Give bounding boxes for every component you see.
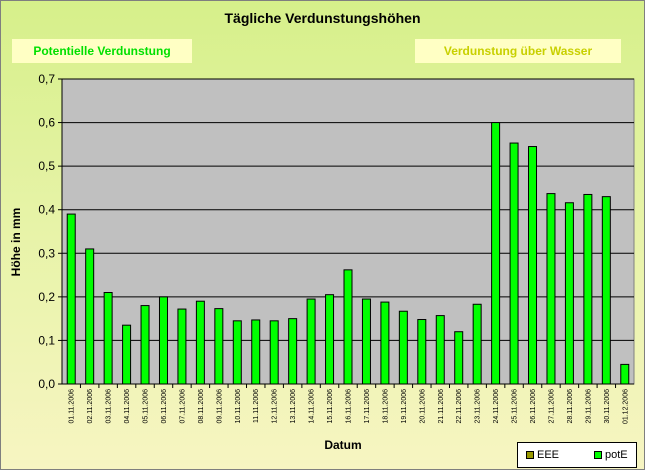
plot-area — [61, 78, 635, 385]
bar-pote — [177, 308, 187, 385]
y-tick-label: 0,2 — [38, 290, 55, 304]
x-tick-label: 24.11.2006 — [493, 389, 500, 424]
x-tick-label: 11.11.2006 — [253, 389, 260, 423]
x-tick-label: 30.11.2006 — [604, 389, 611, 424]
x-tick-label: 16.11.2006 — [346, 389, 353, 424]
y-tick-label: 0,0 — [38, 377, 55, 391]
x-tick-label: 18.11.2006 — [382, 389, 389, 424]
legend-swatch-eee — [526, 451, 534, 459]
bar-pote — [251, 319, 261, 385]
bar-pote — [306, 298, 316, 385]
y-tick-label: 0,1 — [38, 333, 55, 347]
x-tick-label: 09.11.2006 — [216, 389, 223, 424]
bar-pote — [620, 363, 630, 385]
x-tick-label: 27.11.2006 — [548, 389, 555, 424]
bar-pote — [343, 269, 353, 385]
bar-pote — [472, 303, 482, 385]
bar-pote — [435, 315, 445, 385]
y-tick-label: 0,6 — [38, 116, 55, 130]
x-tick-label: 02.11.2006 — [87, 389, 94, 424]
bar-pote — [325, 294, 335, 385]
bar-pote — [509, 142, 519, 385]
x-tick-label: 20.11.2006 — [419, 389, 426, 424]
y-tick-label: 0,5 — [38, 159, 55, 173]
bar-pote — [564, 202, 574, 385]
bar-pote — [66, 213, 76, 385]
legend-swatch-pote — [594, 451, 602, 459]
y-tick-label: 0,3 — [38, 246, 55, 260]
y-ticks-group: 0,0 0,1 0,2 0,3 0,4 0,5 0,6 0,7 — [38, 72, 62, 391]
x-tick-label: 25.11.2006 — [512, 389, 519, 424]
x-tick-label: 04.11.2006 — [124, 389, 131, 424]
annotation-water-evaporation: Verdunstung über Wasser — [415, 39, 621, 63]
x-tick-label: 14.11.2006 — [309, 389, 316, 424]
legend-label-eee: EEE — [537, 449, 560, 461]
x-tick-label: 19.11.2006 — [401, 389, 408, 424]
y-axis-title: Höhe in mm — [9, 208, 23, 277]
annotation-potential-evaporation: Potentielle Verdunstung — [12, 39, 192, 63]
x-tick-label: 17.11.2006 — [364, 389, 371, 424]
x-tick-label: 12.11.2006 — [272, 389, 279, 424]
x-tick-label: 08.11.2006 — [198, 389, 205, 424]
bar-pote — [601, 196, 611, 385]
x-tick-label: 29.11.2006 — [585, 389, 592, 424]
x-tick-label: 21.11.2006 — [438, 389, 445, 424]
bar-pote — [361, 298, 371, 385]
x-tick-label: 05.11.2006 — [143, 389, 150, 424]
x-tick-label: 23.11.2006 — [475, 389, 482, 424]
bar-pote — [380, 301, 390, 385]
bar-pote — [269, 320, 279, 385]
bar-pote — [85, 248, 95, 385]
x-tick-label: 10.11.2006 — [235, 389, 242, 424]
x-tick-label: 28.11.2006 — [567, 389, 574, 424]
x-ticks-group: 01.11.2006 02.11.2006 03.11.2006 04.11.2006… — [69, 384, 629, 424]
chart-title: Tägliche Verdunstungshöhen — [224, 10, 421, 26]
bar-pote — [398, 310, 408, 385]
x-tick-label: 07.11.2006 — [179, 389, 186, 424]
bar-pote — [491, 122, 501, 385]
legend-label-pote: potE — [605, 449, 628, 461]
x-tick-label: 26.11.2006 — [530, 389, 537, 424]
bars-group — [66, 122, 630, 385]
x-tick-label: 06.11.2006 — [161, 389, 168, 424]
x-axis-title: Datum — [324, 438, 361, 452]
y-tick-label: 0,4 — [38, 203, 55, 217]
legend: EEE potE — [517, 442, 637, 468]
x-tick-label: 15.11.2006 — [327, 389, 334, 424]
x-tick-label: 03.11.2006 — [106, 389, 113, 424]
bar-pote — [288, 318, 298, 385]
bar-pote — [232, 320, 242, 385]
bar-pote — [195, 300, 205, 385]
bar-pote — [214, 308, 224, 385]
bar-pote — [417, 319, 427, 385]
x-tick-label: 13.11.2006 — [290, 389, 297, 424]
x-tick-label: 01.12.2006 — [622, 389, 629, 424]
bar-pote — [528, 146, 538, 385]
bar-pote — [583, 193, 593, 385]
bar-pote — [158, 296, 168, 385]
bar-pote — [122, 324, 132, 385]
bar-pote — [454, 331, 464, 385]
x-tick-label: 01.11.2006 — [69, 389, 76, 424]
bar-pote — [546, 193, 556, 385]
bar-pote — [140, 305, 150, 385]
y-tick-label: 0,7 — [38, 72, 55, 86]
x-tick-label: 22.11.2006 — [456, 389, 463, 424]
bar-pote — [103, 292, 113, 385]
